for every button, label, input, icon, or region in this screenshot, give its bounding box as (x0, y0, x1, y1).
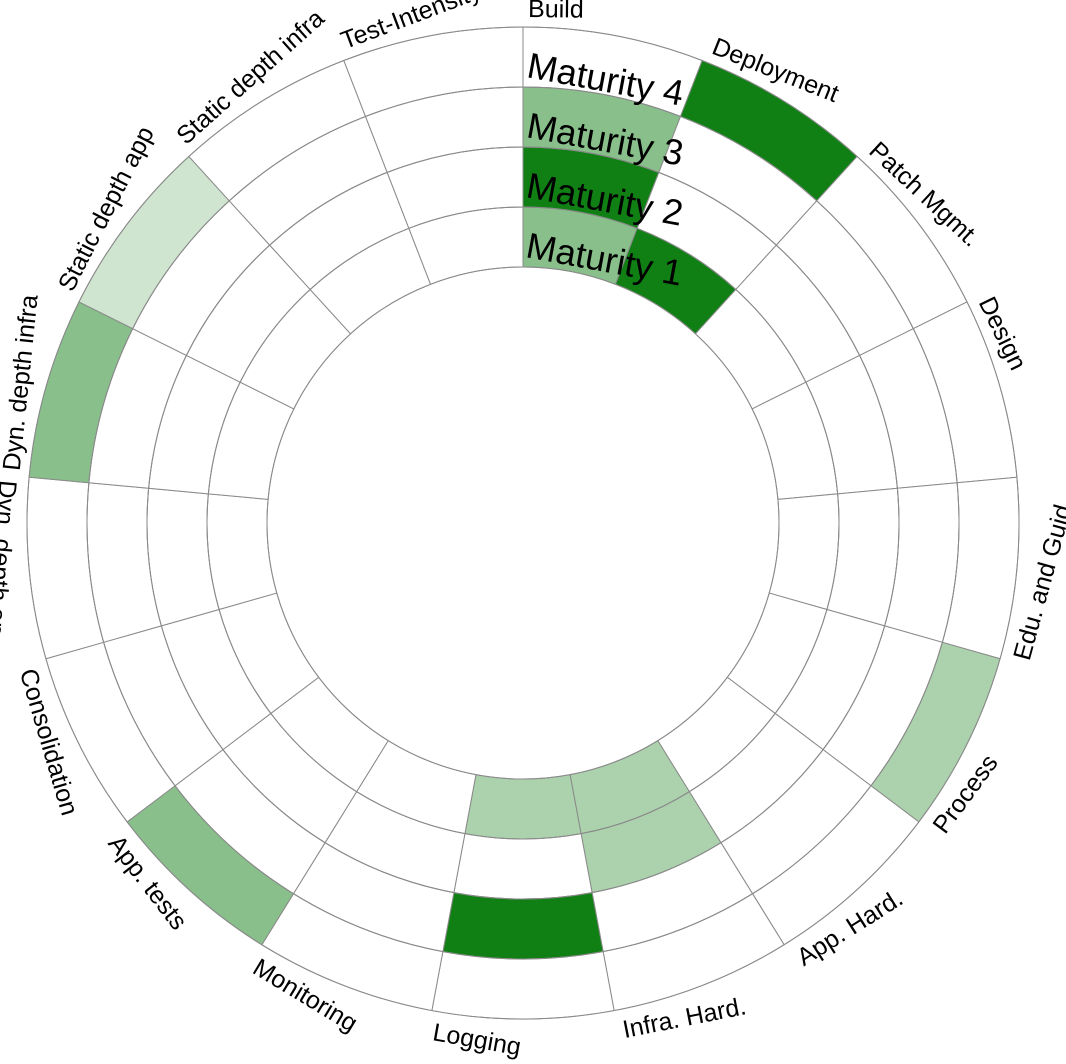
grid-ring-2 (206, 206, 840, 840)
category-label: Logging (431, 1018, 523, 1061)
cell-13-ring-1 (206, 493, 278, 611)
cell-9-ring-2 (453, 833, 593, 900)
category-label: Dyn. depth app (0, 479, 22, 650)
grid-ring-1 (266, 266, 780, 780)
cell-9-ring-3 (442, 892, 604, 960)
cells-layer (26, 26, 1020, 1020)
grid-ring-5 (26, 26, 1020, 1020)
category-label: Build (528, 0, 584, 24)
cell-9-ring-4 (431, 950, 615, 1020)
grid-ring-3 (146, 146, 900, 900)
cell-5-ring-1 (768, 493, 840, 611)
grid-layer (26, 26, 1020, 1020)
grid-ring-4 (86, 86, 960, 960)
cell-9-ring-1 (464, 774, 582, 840)
